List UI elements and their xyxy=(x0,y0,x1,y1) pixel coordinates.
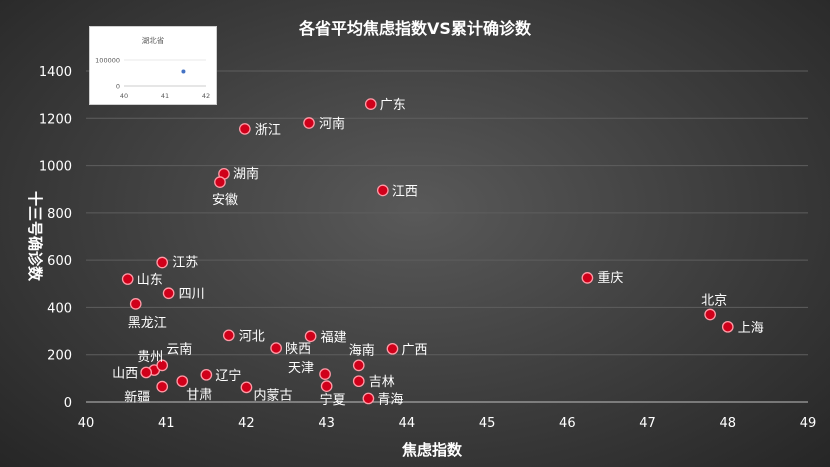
data-label: 宁夏 xyxy=(320,392,346,408)
y-tick-label: 200 xyxy=(47,349,72,364)
x-tick-label: 45 xyxy=(479,416,496,431)
chart-title: 各省平均焦虑指数VS累计确诊数 xyxy=(298,19,532,38)
data-label: 山东 xyxy=(137,273,163,288)
data-label: 陕西 xyxy=(285,342,311,357)
data-point xyxy=(386,342,399,355)
x-tick-labels: 40 41 42 43 44 45 46 47 48 49 xyxy=(78,416,817,431)
x-tick-label: 43 xyxy=(318,416,335,431)
data-label: 河北 xyxy=(239,329,265,344)
y-tick-label: 600 xyxy=(47,254,72,269)
data-point xyxy=(362,392,375,405)
inset-y-tick-label: 100000 xyxy=(95,57,120,65)
inset-x-tick-label: 40 xyxy=(120,92,128,100)
data-point xyxy=(304,330,317,343)
data-label: 江西 xyxy=(392,184,418,199)
data-point xyxy=(352,375,365,388)
data-label: 安徽 xyxy=(212,193,238,208)
data-label: 北京 xyxy=(701,294,727,309)
data-point xyxy=(214,176,226,188)
data-point xyxy=(156,256,169,269)
data-label: 海南 xyxy=(349,342,375,358)
inset-y-tick-labels: 0 100000 xyxy=(95,57,120,91)
data-label: 山西 xyxy=(112,366,138,381)
inset-title: 湖北省 xyxy=(142,35,165,45)
x-tick-label: 49 xyxy=(800,416,817,431)
data-point xyxy=(121,273,134,285)
y-tick-label: 1000 xyxy=(39,160,72,175)
data-point xyxy=(140,366,153,379)
data-point xyxy=(320,380,333,393)
data-points xyxy=(121,98,734,405)
data-point xyxy=(303,117,315,129)
data-point xyxy=(156,359,169,372)
inset-data-point xyxy=(181,69,186,74)
data-point xyxy=(319,368,331,380)
y-tick-label: 800 xyxy=(47,207,72,222)
y-tick-label: 1400 xyxy=(39,65,72,80)
x-tick-label: 41 xyxy=(158,416,175,431)
inset-x-tick-label: 42 xyxy=(202,92,210,100)
x-tick-label: 42 xyxy=(238,416,255,431)
data-label: 四川 xyxy=(179,287,205,302)
data-point xyxy=(222,329,235,342)
data-point xyxy=(162,287,175,300)
data-point xyxy=(200,368,213,381)
data-label: 广东 xyxy=(380,98,406,113)
data-point xyxy=(376,184,389,197)
x-tick-label: 40 xyxy=(78,416,95,431)
inset-data-points xyxy=(181,69,186,74)
data-label: 黑龙江 xyxy=(128,316,167,331)
gridlines xyxy=(86,70,808,356)
data-label: 吉林 xyxy=(369,375,395,390)
data-label: 天津 xyxy=(288,361,314,376)
data-point xyxy=(176,375,189,388)
data-point xyxy=(704,308,716,321)
data-point xyxy=(352,359,365,372)
data-label: 青海 xyxy=(377,392,403,407)
x-tick-label: 47 xyxy=(639,416,656,431)
data-label: 重庆 xyxy=(597,270,623,286)
data-label: 河南 xyxy=(319,116,345,132)
data-label: 辽宁 xyxy=(215,368,241,384)
data-point xyxy=(156,380,169,393)
data-label: 内蒙古 xyxy=(253,387,292,403)
data-point xyxy=(238,123,251,135)
data-point xyxy=(364,98,377,110)
inset-x-tick-label: 41 xyxy=(161,92,169,100)
y-axis-label: 十三号确诊数 xyxy=(26,191,44,282)
data-label: 江苏 xyxy=(172,255,198,271)
data-point xyxy=(721,320,734,333)
data-point xyxy=(270,342,282,354)
data-label: 广西 xyxy=(401,343,427,358)
inset-y-tick-label: 0 xyxy=(116,83,120,91)
y-tick-labels: 0 200 400 600 800 1000 1200 1400 xyxy=(39,65,72,411)
y-tick-label: 1200 xyxy=(39,112,72,127)
data-point xyxy=(129,298,142,310)
inset-x-tick-labels: 40 41 42 xyxy=(120,92,210,100)
data-label: 福建 xyxy=(321,330,347,345)
data-label: 上海 xyxy=(738,321,764,336)
inset-gridlines xyxy=(124,59,206,87)
data-point xyxy=(240,381,253,394)
hubei-inset-chart: 湖北省 0 100000 40 41 42 xyxy=(89,26,217,105)
y-tick-label: 0 xyxy=(64,396,72,411)
data-label: 新疆 xyxy=(124,390,150,406)
data-label: 浙江 xyxy=(255,123,281,138)
x-tick-label: 48 xyxy=(720,416,737,431)
data-label: 云南 xyxy=(166,341,192,357)
data-label: 贵州 xyxy=(137,350,163,365)
x-tick-label: 46 xyxy=(559,416,576,431)
x-axis-label: 焦虑指数 xyxy=(401,441,463,459)
y-tick-label: 400 xyxy=(47,301,72,316)
data-point xyxy=(581,272,594,284)
data-label: 湖南 xyxy=(233,166,259,182)
data-label: 甘肃 xyxy=(186,388,212,403)
x-tick-label: 44 xyxy=(399,416,416,431)
